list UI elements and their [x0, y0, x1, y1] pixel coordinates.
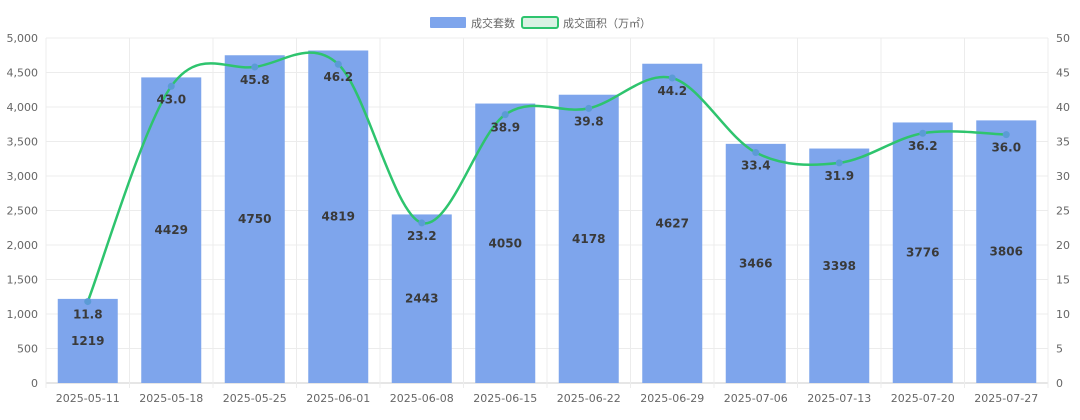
bar-data-label: 3466 [739, 256, 772, 270]
line-point [167, 82, 175, 90]
x-tick-label: 2025-05-25 [223, 392, 287, 405]
x-tick-label: 2025-07-27 [974, 392, 1038, 405]
line-data-label: 44.2 [657, 84, 687, 98]
y-right-tick-label: 15 [1056, 274, 1070, 287]
bar [892, 122, 953, 384]
line-point [919, 129, 927, 137]
line-data-label: 31.9 [824, 169, 854, 183]
line-data-label: 43.0 [156, 92, 186, 106]
bar [57, 298, 118, 383]
bar-data-label: 4750 [238, 212, 271, 226]
y-left-tick-label: 3,500 [7, 136, 39, 149]
x-tick-label: 2025-05-11 [56, 392, 120, 405]
x-tick-label: 2025-06-08 [390, 392, 454, 405]
y-right-tick-label: 20 [1056, 239, 1070, 252]
line-point [418, 219, 426, 227]
x-tick-label: 2025-05-18 [139, 392, 203, 405]
bar [141, 77, 202, 384]
y-right-tick-label: 0 [1056, 377, 1063, 390]
bar [809, 148, 870, 383]
bar-data-label: 4178 [572, 232, 605, 246]
line-point [835, 159, 843, 167]
bar [391, 214, 452, 383]
line-point [585, 104, 593, 112]
y-right-tick-label: 10 [1056, 308, 1070, 321]
y-left-tick-label: 500 [17, 343, 38, 356]
bar-data-label: 4819 [322, 210, 355, 224]
y-right-tick-label: 25 [1056, 205, 1070, 218]
line-point [251, 63, 259, 71]
x-tick-label: 2025-07-13 [807, 392, 871, 405]
bar [308, 50, 369, 383]
line-point [334, 60, 342, 68]
line-data-label: 45.8 [240, 73, 270, 87]
x-tick-label: 2025-07-20 [891, 392, 955, 405]
bar-data-label: 4627 [656, 216, 689, 230]
x-tick-label: 2025-06-15 [473, 392, 537, 405]
bar [642, 63, 703, 383]
x-tick-label: 2025-07-06 [724, 392, 788, 405]
bar [475, 103, 536, 384]
y-left-tick-label: 1,000 [7, 308, 39, 321]
legend-label-bar: 成交套数 [471, 16, 515, 30]
line-data-label: 38.9 [490, 121, 520, 135]
y-left-tick-label: 4,000 [7, 101, 39, 114]
bar-data-label: 1219 [71, 334, 104, 348]
bar-data-label: 4429 [155, 223, 188, 237]
bar-data-label: 3806 [990, 245, 1023, 259]
line-point [1002, 131, 1010, 139]
line-data-label: 36.0 [991, 141, 1021, 155]
bar [725, 143, 786, 383]
line-data-label: 36.2 [908, 139, 938, 153]
bar-data-label: 3776 [906, 246, 939, 260]
line-point [668, 74, 676, 82]
line-data-label: 46.2 [323, 70, 353, 84]
y-left-tick-label: 2,500 [7, 205, 39, 218]
y-right-tick-label: 5 [1056, 343, 1063, 356]
line-point [84, 298, 92, 306]
line-data-label: 33.4 [741, 159, 771, 173]
y-left-tick-label: 2,000 [7, 239, 39, 252]
bar-data-label: 3398 [823, 259, 856, 273]
y-left-tick-label: 0 [31, 377, 38, 390]
bar-data-label: 2443 [405, 292, 438, 306]
y-right-tick-label: 50 [1056, 32, 1070, 45]
bar [558, 94, 619, 383]
legend-swatch-line [521, 16, 559, 29]
y-left-tick-label: 1,500 [7, 274, 39, 287]
x-tick-label: 2025-06-29 [640, 392, 704, 405]
line-data-label: 39.8 [574, 114, 604, 128]
x-tick-label: 2025-06-22 [557, 392, 621, 405]
y-right-tick-label: 40 [1056, 101, 1070, 114]
line-data-label: 11.8 [73, 308, 103, 322]
line-data-label: 23.2 [407, 229, 437, 243]
line-point [501, 111, 509, 119]
bar [976, 120, 1037, 384]
y-left-tick-label: 3,000 [7, 170, 39, 183]
legend-label-line: 成交面积（万㎡） [563, 16, 651, 30]
y-right-tick-label: 30 [1056, 170, 1070, 183]
bar [224, 55, 285, 383]
x-tick-label: 2025-06-01 [306, 392, 370, 405]
y-right-tick-label: 35 [1056, 136, 1070, 149]
bar-data-label: 4050 [489, 236, 522, 250]
line-point [752, 149, 760, 157]
legend-swatch-bar [430, 17, 466, 28]
y-right-tick-label: 45 [1056, 67, 1070, 80]
y-left-tick-label: 4,500 [7, 67, 39, 80]
y-left-tick-label: 5,000 [7, 32, 39, 45]
